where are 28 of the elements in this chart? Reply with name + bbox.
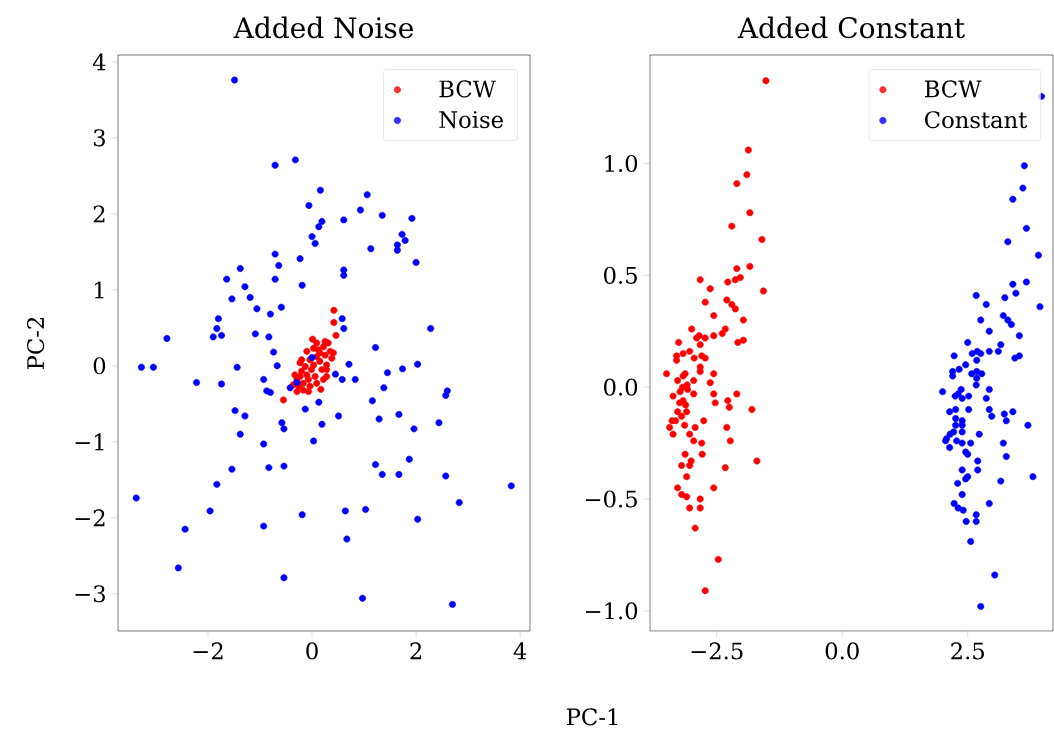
x-tick-label: −2.5 (691, 642, 743, 660)
chart-title: Added Noise (233, 16, 413, 39)
x-tick-label: 4 (513, 642, 527, 660)
chart-title: Added Constant (737, 16, 965, 39)
legend-label: BCW (439, 80, 496, 98)
y-tick-label: 3 (93, 129, 105, 147)
x-tick-label: 2.5 (951, 642, 984, 660)
y-tick-label: 0.5 (604, 266, 637, 284)
y-tick-label: −3 (75, 585, 105, 603)
x-tick-label: 0.0 (825, 642, 859, 660)
legend-label: Constant (925, 111, 1028, 129)
x-tick-label: −2 (193, 642, 223, 660)
y-tick-label: −1.0 (585, 602, 638, 620)
y-tick-label: 2 (93, 205, 105, 223)
legend-label: Noise (439, 111, 503, 129)
y-tick-label: −1 (75, 433, 104, 451)
x-tick-label: 0 (306, 642, 318, 660)
y-tick-label: −0.5 (585, 490, 637, 508)
y-tick-label: 1.0 (605, 154, 638, 173)
y-tick-label: −2 (75, 509, 105, 527)
y-tick-label: 1 (94, 281, 104, 299)
x-tick-label: 2 (410, 642, 422, 660)
x-axis-title: PC-1 (566, 708, 618, 726)
legend-label: BCW (925, 80, 982, 98)
y-axis-title: PC-2 (27, 317, 45, 370)
y-tick-label: 0.0 (604, 378, 638, 396)
y-tick-label: 0 (93, 357, 106, 375)
y-tick-label: 4 (92, 53, 106, 71)
